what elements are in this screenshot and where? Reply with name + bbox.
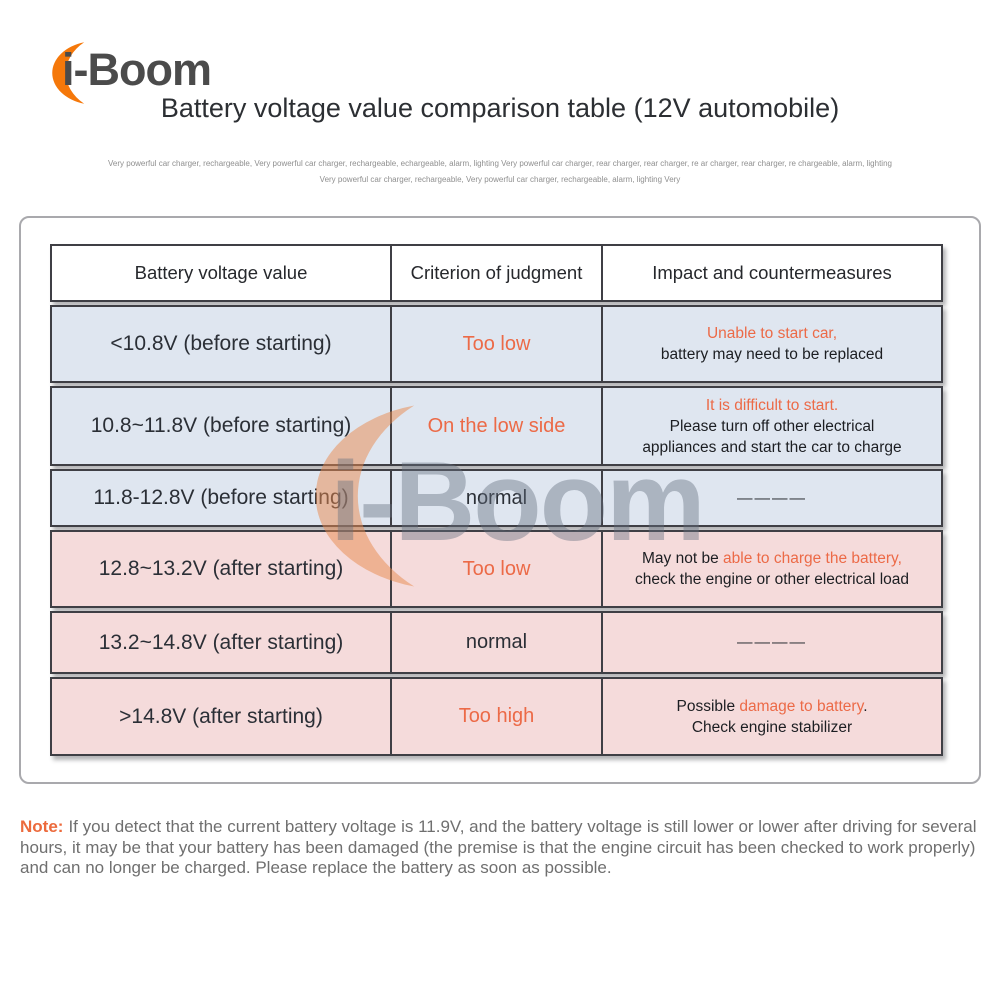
- table-row-3: 11.8-12.8V (before starting) normal ————: [50, 469, 943, 527]
- subtitle-line-2: Very powerful car charger, rechargeable,…: [319, 175, 681, 184]
- criterion-cell: On the low side: [390, 388, 601, 464]
- logo-text: i-Boom: [62, 44, 212, 95]
- impact-cell: Unable to start car, battery may need to…: [601, 307, 941, 381]
- impact-text: appliances and start the car to charge: [642, 438, 902, 456]
- note-text: If you detect that the current battery v…: [20, 817, 977, 877]
- voltage-comparison-table: Battery voltage value Criterion of judgm…: [50, 244, 943, 756]
- header-criterion: Criterion of judgment: [390, 246, 601, 300]
- table-row-2: 10.8~11.8V (before starting) On the low …: [50, 386, 943, 466]
- table-row-6: >14.8V (after starting) Too high Possibl…: [50, 677, 943, 756]
- criterion-cell: Too high: [390, 679, 601, 754]
- impact-text: Please turn off other electrical: [669, 417, 875, 435]
- impact-dash-placeholder: ————: [737, 489, 807, 507]
- impact-text: Check engine stabilizer: [691, 718, 853, 736]
- impact-text: damage to battery: [739, 697, 864, 715]
- voltage-cell: 11.8-12.8V (before starting): [93, 486, 349, 509]
- logo-crescent-icon: [52, 42, 85, 104]
- subtitle-line-1: Very powerful car charger, rechargeable,…: [108, 159, 892, 168]
- page-title: Battery voltage value comparison table (…: [160, 93, 840, 123]
- note-label: Note:: [20, 817, 64, 836]
- voltage-cell: 13.2~14.8V (after starting): [98, 630, 344, 654]
- impact-cell: May not be able to charge the battery, c…: [601, 532, 941, 606]
- table-row-1: <10.8V (before starting) Too low Unable …: [50, 305, 943, 383]
- voltage-cell: 10.8~11.8V (before starting): [90, 414, 352, 437]
- table-row-5: 13.2~14.8V (after starting) normal ————: [50, 611, 943, 674]
- impact-dash-placeholder: ————: [737, 634, 807, 651]
- impact-text: battery may need to be replaced: [660, 346, 884, 363]
- impact-text: May not be: [642, 550, 724, 567]
- criterion-cell: Too low: [390, 307, 601, 381]
- impact-cell: It is difficult to start. Please turn of…: [601, 388, 941, 464]
- impact-text: able to charge the battery,: [723, 550, 902, 567]
- header-impact: Impact and countermeasures: [601, 246, 941, 300]
- criterion-cell: Too low: [390, 532, 601, 606]
- impact-text: Unable to start car,: [706, 325, 838, 342]
- table-header-row: Battery voltage value Criterion of judgm…: [50, 244, 943, 302]
- impact-text: .: [863, 697, 868, 715]
- impact-cell: Possible damage to battery. Check engine…: [601, 679, 941, 754]
- criterion-cell: normal: [390, 471, 601, 525]
- criterion-cell: normal: [390, 613, 601, 672]
- voltage-cell: >14.8V (after starting): [119, 704, 323, 728]
- bottom-note: Note: If you detect that the current batt…: [20, 817, 984, 879]
- impact-text: Possible: [676, 697, 740, 715]
- table-row-4: 12.8~13.2V (after starting) Too low May …: [50, 530, 943, 608]
- impact-text: It is difficult to start.: [705, 396, 839, 414]
- voltage-cell: 12.8~13.2V (after starting): [98, 557, 344, 580]
- impact-text: check the engine or other electrical loa…: [635, 571, 909, 588]
- voltage-cell: <10.8V (before starting): [110, 332, 332, 355]
- header-battery-voltage: Battery voltage value: [134, 262, 308, 283]
- impact-cell: ————: [601, 471, 941, 525]
- impact-cell: ————: [601, 613, 941, 672]
